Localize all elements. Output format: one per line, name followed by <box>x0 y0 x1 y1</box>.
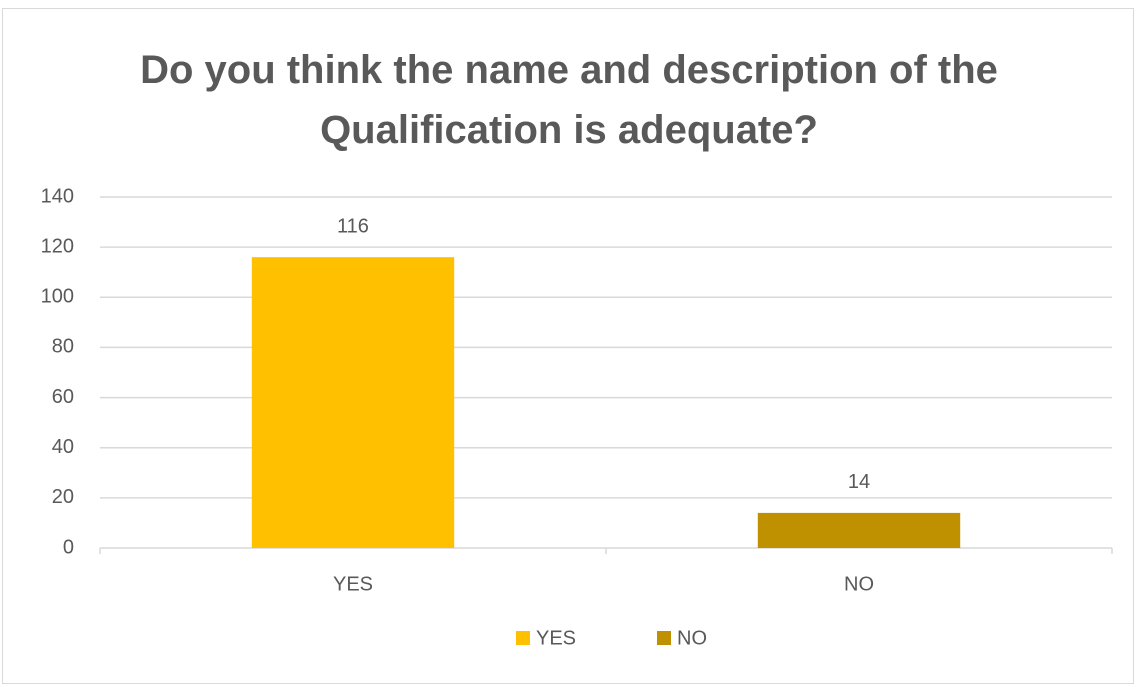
y-tick-label: 0 <box>63 536 74 558</box>
y-tick-label: 60 <box>52 386 74 408</box>
x-tick-label: NO <box>844 573 874 595</box>
y-tick-label: 20 <box>52 486 74 508</box>
data-label: 116 <box>337 215 369 237</box>
legend-label: NO <box>677 627 707 649</box>
data-label: 14 <box>848 471 870 493</box>
chart-frame <box>2 8 1134 684</box>
chart-title: Do you think the name and description of… <box>140 48 998 152</box>
legend-swatch <box>516 631 530 645</box>
legend-swatch <box>657 631 671 645</box>
x-tick-label: YES <box>333 573 373 595</box>
bar <box>251 257 455 548</box>
y-tick-label: 120 <box>41 235 74 257</box>
y-tick-label: 100 <box>41 286 74 308</box>
y-tick-label: 80 <box>52 336 74 358</box>
bar <box>757 512 961 548</box>
y-tick-label: 140 <box>41 185 74 207</box>
legend-label: YES <box>536 627 576 649</box>
y-tick-label: 40 <box>52 436 74 458</box>
